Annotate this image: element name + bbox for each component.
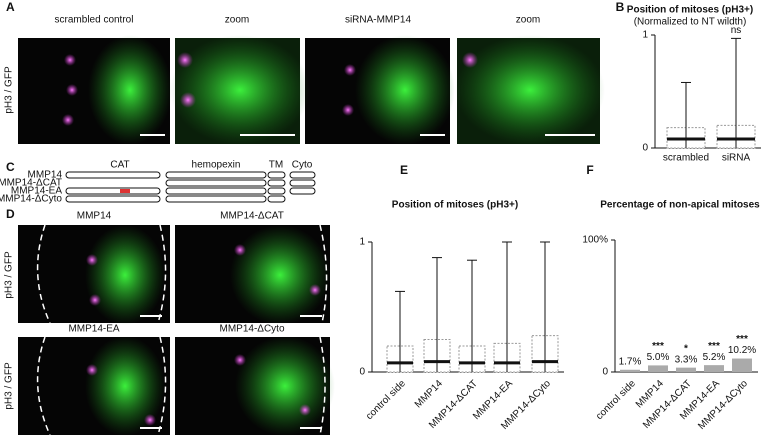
y-tick-label: 1 bbox=[359, 237, 365, 248]
column-header: zoom bbox=[516, 15, 540, 26]
significance: *** bbox=[736, 334, 748, 345]
x-tick-label: MMP14-ΔCyto bbox=[696, 378, 750, 432]
domain-label: CAT bbox=[110, 160, 129, 171]
chart-title: Percentage of non-apical mitoses bbox=[600, 200, 760, 211]
value-label: 3.3% bbox=[675, 354, 698, 365]
bar bbox=[676, 367, 696, 372]
x-tick-label: control side bbox=[594, 378, 638, 422]
significance: ns bbox=[731, 25, 742, 36]
y-tick-label: 100% bbox=[582, 235, 608, 246]
side-label: pH3 / GFP bbox=[4, 251, 15, 299]
construct-bars bbox=[65, 171, 316, 203]
significance: *** bbox=[652, 341, 664, 352]
column-header: zoom bbox=[225, 15, 249, 26]
domain-label: hemopexin bbox=[192, 160, 241, 171]
value-label: 5.0% bbox=[647, 352, 670, 363]
column-header: MMP14-ΔCyto bbox=[219, 324, 284, 335]
x-tick-label: scrambled bbox=[663, 153, 709, 164]
value-label: 1.7% bbox=[619, 356, 642, 367]
column-header: MMP14 bbox=[77, 211, 112, 222]
micrographs bbox=[18, 35, 605, 436]
bar bbox=[704, 365, 724, 372]
construct-label: MMP14-ΔCAT bbox=[0, 178, 62, 189]
value-label: 10.2% bbox=[728, 345, 756, 356]
construct-label: MMP14-ΔCyto bbox=[0, 194, 62, 205]
column-header: siRNA-MMP14 bbox=[345, 15, 412, 26]
column-header: MMP14-ΔCAT bbox=[220, 211, 284, 222]
domain-label: TM bbox=[269, 160, 283, 171]
panel-letter: C bbox=[6, 160, 15, 174]
column-header: scrambled control bbox=[55, 15, 134, 26]
panel-letter: F bbox=[586, 163, 593, 177]
significance: *** bbox=[708, 341, 720, 352]
x-tick-label: control side bbox=[364, 378, 408, 422]
y-tick-label: 0 bbox=[359, 367, 365, 378]
bar bbox=[620, 369, 640, 372]
bar bbox=[732, 358, 752, 372]
chart-title: Position of mitoses (pH3+) bbox=[392, 200, 518, 211]
panel-letter: A bbox=[6, 0, 15, 14]
x-tick-label: siRNA bbox=[722, 153, 751, 164]
significance: * bbox=[684, 343, 688, 354]
construct-label: MMP14-EA bbox=[11, 186, 62, 197]
panel-letter: B bbox=[616, 0, 625, 14]
x-tick-label: MMP14 bbox=[413, 378, 445, 410]
y-tick-label: 0 bbox=[642, 143, 648, 154]
chart-subtitle: (Normalized to NT wildth) bbox=[634, 17, 747, 28]
bar bbox=[648, 365, 668, 372]
side-label: pH3 / GFP bbox=[4, 362, 15, 410]
y-tick-label: 0 bbox=[602, 367, 608, 378]
y-tick-label: 1 bbox=[642, 30, 648, 41]
construct-label: MMP14 bbox=[28, 170, 63, 181]
domain-label: Cyto bbox=[292, 160, 313, 171]
value-label: 5.2% bbox=[703, 352, 726, 363]
chart-title: Position of mitoses (pH3+) bbox=[627, 5, 753, 16]
panel-letter: D bbox=[6, 207, 15, 221]
column-header: MMP14-EA bbox=[68, 324, 119, 335]
panel-letter: E bbox=[400, 163, 408, 177]
side-label: pH3 / GFP bbox=[4, 66, 15, 114]
